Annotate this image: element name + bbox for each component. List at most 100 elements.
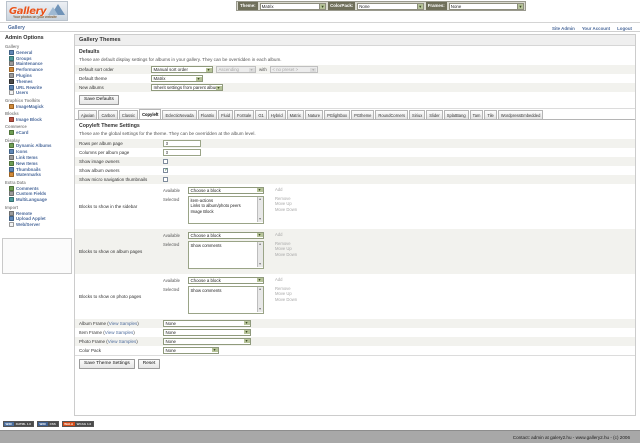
sidebar-item-watermarks[interactable]: Watermarks (2, 172, 72, 178)
setting-checkbox[interactable] (163, 176, 168, 182)
tab-tam[interactable]: Tam (469, 110, 484, 119)
scroll-down-icon[interactable]: ▼ (258, 306, 262, 311)
reset-button[interactable]: Reset (137, 358, 161, 369)
add-block-button[interactable]: Add (275, 231, 283, 237)
sidebar-item-groups[interactable]: Groups (2, 55, 72, 61)
view-samples-link[interactable]: View Samples (108, 320, 138, 326)
sort-preset-select[interactable]: < no preset > ▼ (269, 66, 318, 73)
list-item[interactable]: Links to album/photo peers (190, 203, 241, 209)
move-down-action[interactable]: Move Down (275, 206, 298, 212)
move-up-action[interactable]: Move Up (275, 291, 292, 297)
sidebar-item-ecard[interactable]: eCard (2, 130, 72, 136)
list-item[interactable]: Image Block (190, 208, 214, 214)
selected-blocks-listbox[interactable]: Show comments ▲ ▼ (188, 240, 264, 269)
default-theme-select[interactable]: Matrix ▼ (151, 75, 203, 82)
selected-blocks-listbox[interactable]: Show comments ▲ ▼ (188, 285, 264, 314)
sort-direction-select[interactable]: Ascending ▼ (216, 66, 256, 73)
scroll-down-icon[interactable]: ▼ (258, 261, 262, 266)
move-down-action[interactable]: Move Down (275, 296, 298, 302)
save-theme-settings-button[interactable]: Save Theme Settings (79, 358, 135, 369)
default-sort-order-select[interactable]: Manual sort order ▼ (151, 66, 213, 73)
logout-link[interactable]: Logout (617, 25, 632, 31)
color-pack-select[interactable]: None ▼ (163, 346, 219, 354)
move-down-action[interactable]: Move Down (275, 251, 298, 257)
tab-nature[interactable]: Nature (304, 110, 324, 119)
sidebar-item-custom-fields[interactable]: Custom Fields (2, 191, 72, 197)
available-block-select[interactable]: Choose a block ▼ (188, 231, 264, 239)
tab-forsale[interactable]: ForSale (233, 110, 255, 119)
tab-pgtheme[interactable]: PGtheme (351, 110, 375, 119)
sidebar-item-general[interactable]: General (2, 49, 72, 56)
remove-action[interactable]: Remove (275, 240, 291, 246)
sidebar-item-url-rewrite[interactable]: URL Rewrite (2, 84, 72, 90)
scroll-up-icon[interactable]: ▲ (258, 287, 262, 292)
theme-select[interactable]: Matrix ▼ (259, 2, 327, 10)
css-validator-badge[interactable]: W3C CSS (36, 421, 59, 427)
move-up-action[interactable]: Move Up (275, 201, 292, 207)
selected-blocks-listbox[interactable]: item-actions Links to album/photo peers Im… (188, 195, 264, 224)
sidebar-item-link-items[interactable]: Link Items (2, 155, 72, 161)
sidebar-item-new-items[interactable]: New Items (2, 160, 72, 166)
tab-eclecticnevada[interactable]: EclecticNevada (162, 110, 197, 119)
move-up-action[interactable]: Move Up (275, 246, 292, 252)
list-item[interactable]: Show comments (190, 287, 222, 293)
tab-tile[interactable]: Tile (484, 110, 497, 119)
site-admin-link[interactable]: Site Admin (552, 25, 575, 31)
setting-text-input[interactable] (163, 139, 201, 147)
sidebar-item-users[interactable]: Users (2, 90, 72, 96)
accessibility-badge[interactable]: WAI-A WCAG 1.0 (61, 421, 95, 427)
sidebar-item-dynamic-albums[interactable]: Dynamic Albums (2, 143, 72, 149)
html-validator-badge[interactable]: W3C XHTML 1.0 (3, 421, 34, 427)
breadcrumb[interactable]: Gallery (8, 25, 25, 31)
sidebar-item-thumbnails[interactable]: Thumbnails (2, 166, 72, 172)
add-block-button[interactable]: Add (275, 276, 283, 282)
list-item[interactable]: Show comments (190, 242, 222, 248)
tab-wordpressembedded[interactable]: WordpressEmbedded (497, 110, 544, 119)
colorpack-select[interactable]: None ▼ (357, 2, 424, 10)
scroll-down-icon[interactable]: ▼ (258, 216, 262, 221)
listbox-scrollbar[interactable]: ▲ ▼ (256, 242, 263, 268)
setting-text-input[interactable] (163, 148, 201, 156)
listbox-scrollbar[interactable]: ▲ ▼ (256, 197, 263, 223)
tab-pglightbox[interactable]: PGlightbox (324, 110, 351, 119)
remove-action[interactable]: Remove (275, 285, 291, 291)
your-account-link[interactable]: Your Account (581, 25, 611, 31)
tab-floatrix[interactable]: Floatrix (197, 110, 218, 119)
tab-matrix[interactable]: Matrix (286, 110, 304, 119)
item-frame-select[interactable]: None ▼ (163, 328, 251, 336)
add-block-button[interactable]: Add (275, 186, 283, 192)
frames-select[interactable]: None ▼ (448, 2, 524, 10)
tab-classic[interactable]: Classic (118, 110, 139, 119)
tab-slider[interactable]: Slider (426, 110, 443, 119)
available-block-select[interactable]: Choose a block ▼ (188, 276, 264, 284)
tab-ajaxian[interactable]: Ajaxian (78, 110, 98, 119)
album-frame-select[interactable]: None ▼ (163, 319, 251, 327)
sidebar-item-web-server[interactable]: Web/Server (2, 222, 72, 228)
sidebar-item-upload-applet[interactable]: Upload Applet (2, 216, 72, 222)
tab-splatbang[interactable]: SplatBang (443, 110, 469, 119)
tab-g1[interactable]: G1 (255, 110, 267, 119)
tab-roundcorners[interactable]: RoundCorners (375, 110, 409, 119)
photo-frame-select[interactable]: None ▼ (163, 337, 251, 345)
available-block-select[interactable]: Choose a block ▼ (188, 186, 264, 194)
sidebar-item-icons[interactable]: Icons (2, 149, 72, 155)
scroll-up-icon[interactable]: ▲ (258, 197, 262, 202)
sidebar-item-image-block[interactable]: Image Block (2, 116, 72, 123)
sidebar-item-multilanguage[interactable]: MultiLanguage (2, 197, 72, 203)
listbox-scrollbar[interactable]: ▲ ▼ (256, 287, 263, 313)
remove-action[interactable]: Remove (275, 195, 291, 201)
sidebar-item-remote[interactable]: Remote (2, 210, 72, 216)
scroll-up-icon[interactable]: ▲ (258, 242, 262, 247)
view-samples-link[interactable]: View Samples (107, 338, 137, 344)
tab-fluid[interactable]: Fluid (218, 110, 233, 119)
tab-copyleft[interactable]: Copyleft (139, 109, 162, 119)
view-samples-link[interactable]: View Samples (104, 329, 134, 335)
sidebar-item-themes[interactable]: Themes (2, 78, 72, 84)
tab-hybrid[interactable]: Hybrid (267, 110, 286, 119)
list-item[interactable]: item-actions (190, 197, 214, 203)
sidebar-item-imagemagick[interactable]: ImageMagick (2, 103, 72, 109)
tab-siriux[interactable]: Siriux (409, 110, 426, 119)
sidebar-item-plugins[interactable]: Plugins (2, 73, 72, 79)
sidebar-item-comments[interactable]: Comments (2, 185, 72, 191)
new-albums-select[interactable]: Inherit settings from parent album ▼ (151, 84, 223, 91)
